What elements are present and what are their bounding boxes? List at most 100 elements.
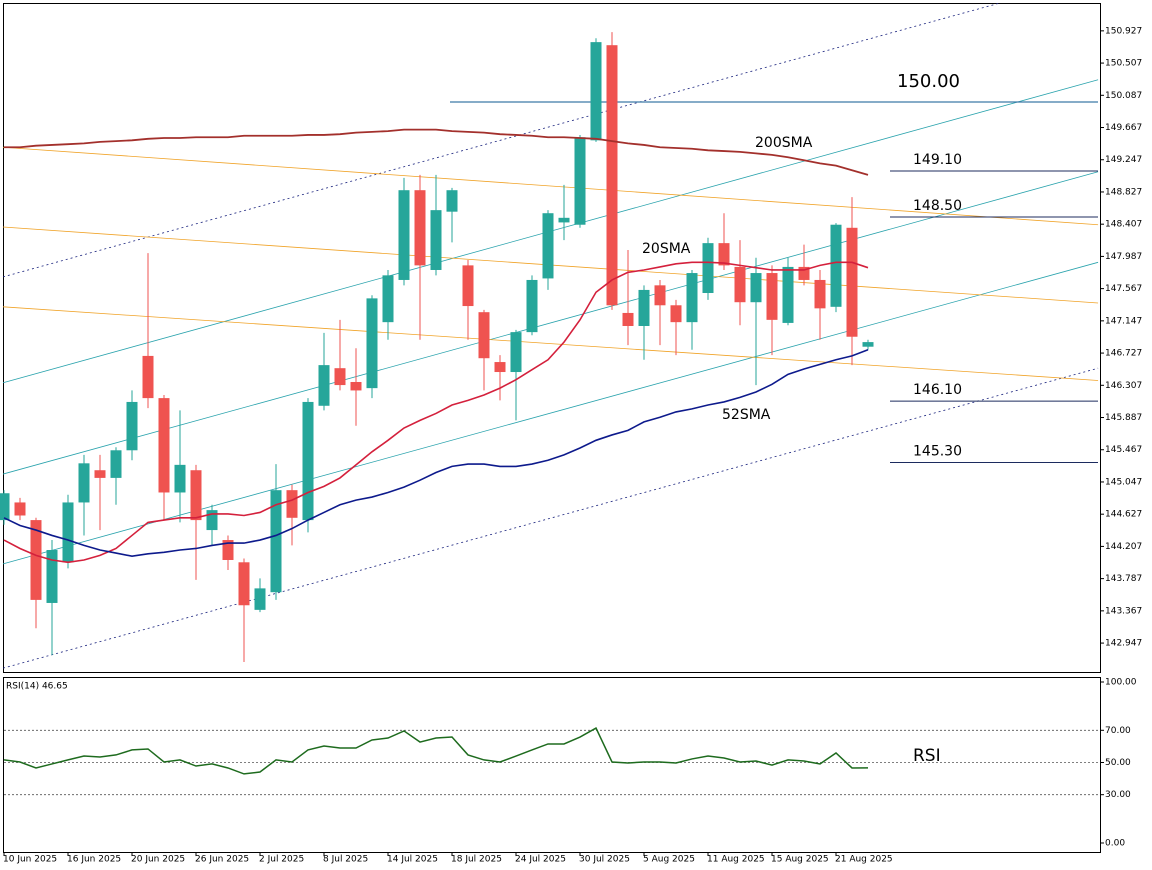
y-tick-label: 144.207 — [1105, 542, 1142, 552]
level-label: 150.00 — [897, 71, 960, 92]
y-tick-label: 150.087 — [1105, 91, 1142, 101]
candle-body — [766, 273, 778, 320]
candle-body — [622, 312, 634, 326]
level-label: 148.50 — [913, 198, 962, 214]
candle-body — [638, 289, 650, 326]
candle-body — [750, 273, 762, 303]
candle-body — [846, 227, 858, 337]
y-tick-label: 150.507 — [1105, 59, 1142, 69]
candle-body — [254, 588, 266, 610]
rsi-line — [3, 726, 869, 775]
y-tick-label: 142.947 — [1105, 639, 1142, 649]
y-tick-label: 50.00 — [1105, 758, 1131, 768]
candle-body — [414, 190, 426, 266]
candle-body — [798, 266, 810, 280]
x-tick-label: 10 Jun 2025 — [3, 855, 57, 865]
trend-line — [2, 171, 1099, 475]
x-tick-label: 14 Jul 2025 — [387, 855, 438, 865]
x-tick-label: 26 Jun 2025 — [195, 855, 249, 865]
candle-body — [590, 42, 602, 141]
sma-line — [4, 128, 869, 176]
candle-body — [814, 279, 826, 309]
y-tick-label: 100.00 — [1105, 677, 1137, 687]
candle-body — [542, 213, 554, 279]
candle-body — [158, 398, 170, 493]
x-tick-label: 15 Aug 2025 — [771, 855, 829, 865]
candle-body — [142, 355, 154, 399]
y-tick-label: 148.827 — [1105, 187, 1142, 197]
candle-body — [830, 224, 842, 307]
trend-line — [2, 367, 1099, 669]
y-tick-label: 143.367 — [1105, 606, 1142, 616]
y-tick-label: 0.00 — [1105, 838, 1125, 848]
y-tick-label: 145.047 — [1105, 477, 1142, 487]
y-tick-label: 143.787 — [1105, 574, 1142, 584]
y-tick-label: 149.247 — [1105, 155, 1142, 165]
candle-body — [686, 273, 698, 323]
candle-body — [334, 368, 346, 386]
x-tick-label: 21 Aug 2025 — [835, 855, 893, 865]
candle-body — [238, 562, 250, 606]
candle-body — [366, 298, 378, 389]
candle-body — [62, 502, 74, 563]
rsi-panel — [3, 677, 1101, 853]
candle-body — [78, 463, 90, 503]
candle-body — [350, 381, 362, 391]
y-tick-label: 70.00 — [1105, 726, 1131, 736]
candle-body — [782, 266, 794, 323]
candle-body — [574, 137, 586, 225]
y-tick-label: 147.147 — [1105, 316, 1142, 326]
y-tick-label: 147.567 — [1105, 284, 1142, 294]
candle-body — [494, 362, 506, 373]
x-tick-label: 2 Jul 2025 — [259, 855, 304, 865]
candle-body — [558, 217, 570, 223]
candle-body — [0, 493, 10, 521]
y-tick-label: 150.927 — [1105, 26, 1142, 36]
x-tick-label: 11 Aug 2025 — [707, 855, 765, 865]
candle-body — [46, 550, 58, 603]
candle-body — [510, 332, 522, 373]
sma-label: 20SMA — [642, 241, 691, 257]
candle-body — [446, 190, 458, 212]
level-label: 145.30 — [913, 444, 962, 460]
candle-body — [94, 470, 106, 478]
trend-line — [3, 146, 1099, 226]
trend-line — [2, 261, 1099, 565]
candle-body — [30, 520, 42, 600]
y-tick-label: 147.987 — [1105, 252, 1142, 262]
candle-body — [702, 243, 714, 294]
candle-body — [862, 342, 874, 347]
trend-line — [2, 2, 1001, 278]
price-panel — [3, 3, 1101, 673]
candle-body — [526, 279, 538, 333]
sma-line — [3, 349, 869, 557]
x-tick-label: 18 Jul 2025 — [451, 855, 502, 865]
candle-body — [174, 464, 186, 493]
x-tick-label: 5 Aug 2025 — [643, 855, 695, 865]
candle-body — [398, 190, 410, 280]
y-tick-label: 146.727 — [1105, 349, 1142, 359]
trend-line — [3, 306, 1099, 381]
sma-line — [3, 261, 869, 564]
candle-body — [222, 540, 234, 560]
candle-body — [670, 305, 682, 323]
candle-body — [430, 210, 442, 270]
x-tick-label: 30 Jul 2025 — [579, 855, 630, 865]
y-tick-label: 30.00 — [1105, 790, 1131, 800]
y-tick-label: 145.887 — [1105, 413, 1142, 423]
y-tick-label: 145.467 — [1105, 445, 1142, 455]
candle-body — [110, 450, 122, 478]
candle-body — [302, 401, 314, 521]
x-tick-label: 16 Jun 2025 — [67, 855, 121, 865]
x-tick-label: 20 Jun 2025 — [131, 855, 185, 865]
rsi-label: RSI — [913, 746, 941, 766]
candle-body — [382, 275, 394, 323]
candle-body — [286, 490, 298, 518]
candle-body — [462, 265, 474, 307]
candle-body — [126, 401, 138, 451]
candle-body — [190, 470, 202, 521]
candle-body — [206, 510, 218, 531]
y-tick-label: 144.627 — [1105, 510, 1142, 520]
y-tick-label: 149.667 — [1105, 123, 1142, 133]
